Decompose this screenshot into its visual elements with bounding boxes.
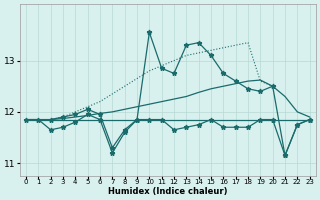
X-axis label: Humidex (Indice chaleur): Humidex (Indice chaleur) [108,187,228,196]
